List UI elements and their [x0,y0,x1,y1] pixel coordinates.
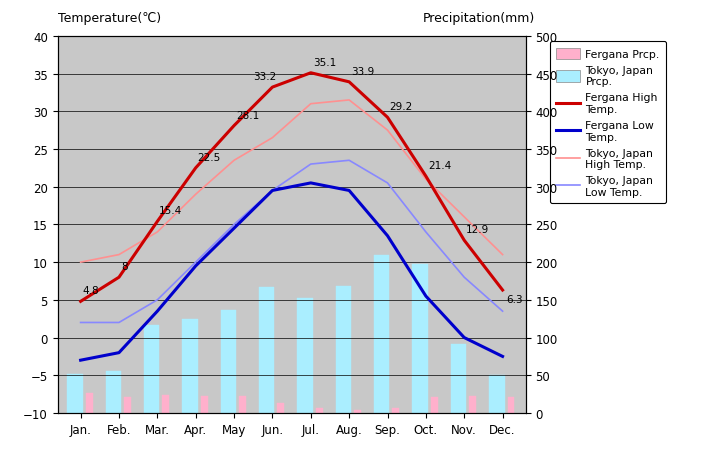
Text: 33.9: 33.9 [351,67,374,77]
Bar [67,374,83,413]
Text: Precipitation(mm): Precipitation(mm) [423,12,535,25]
Text: 4.8: 4.8 [83,285,99,296]
Text: Temperature(℃): Temperature(℃) [58,12,161,25]
Bar [201,397,207,413]
Bar [469,397,476,413]
Bar [182,320,197,413]
Bar [508,397,515,413]
Bar [239,397,246,413]
Bar [144,325,159,413]
Text: 6.3: 6.3 [506,294,523,304]
Bar [297,298,312,413]
Bar [354,410,361,413]
Text: 22.5: 22.5 [197,152,221,162]
Bar [374,256,390,413]
Bar [277,403,284,413]
Bar [316,409,323,413]
Bar [489,375,505,413]
Text: 8: 8 [121,262,127,272]
Legend: Fergana Prcp., Tokyo, Japan
Prcp., Fergana High
Temp., Fergana Low
Temp., Tokyo,: Fergana Prcp., Tokyo, Japan Prcp., Ferga… [550,42,666,204]
Bar [220,310,236,413]
Text: 33.2: 33.2 [253,72,276,82]
Text: 12.9: 12.9 [466,225,490,235]
Bar [392,409,400,413]
Bar [431,397,438,413]
Bar [106,371,121,413]
Bar [86,393,92,413]
Text: 35.1: 35.1 [312,58,336,67]
Text: 15.4: 15.4 [159,206,182,216]
Bar [124,397,131,413]
Bar [259,287,274,413]
Text: 28.1: 28.1 [236,110,259,120]
Bar [413,265,428,413]
Text: 29.2: 29.2 [390,102,413,112]
Bar [336,286,351,413]
Bar [451,344,466,413]
Bar [162,395,169,413]
Text: 21.4: 21.4 [428,161,451,171]
